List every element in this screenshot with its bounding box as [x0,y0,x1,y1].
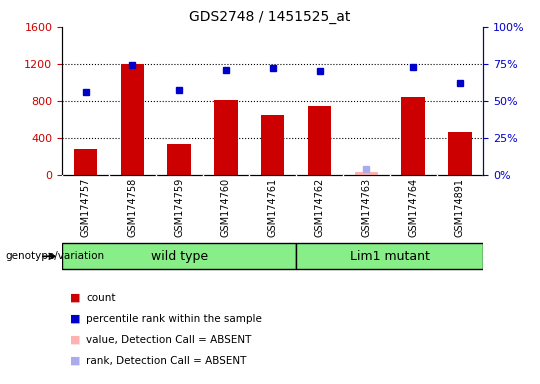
Bar [308,106,331,175]
Bar [355,172,378,175]
Text: ■: ■ [70,293,80,303]
Text: Lim1 mutant: Lim1 mutant [350,250,430,263]
Text: wild type: wild type [151,250,208,263]
Bar [448,132,471,175]
Text: GSM174763: GSM174763 [361,178,372,237]
Text: GSM174891: GSM174891 [455,178,465,237]
Text: GSM174762: GSM174762 [314,178,325,237]
Text: genotype/variation: genotype/variation [5,251,105,262]
Text: value, Detection Call = ABSENT: value, Detection Call = ABSENT [86,335,252,345]
Text: count: count [86,293,116,303]
Text: ■: ■ [70,335,80,345]
Text: GDS2748 / 1451525_at: GDS2748 / 1451525_at [190,10,350,23]
Text: ■: ■ [70,314,80,324]
Bar [401,97,425,175]
Bar [261,115,285,175]
Bar [167,144,191,175]
Bar [296,243,483,269]
Bar [120,64,144,175]
Bar [62,243,296,269]
Bar [74,149,97,175]
Bar [214,100,238,175]
Text: GSM174759: GSM174759 [174,178,184,237]
Text: GSM174760: GSM174760 [221,178,231,237]
Text: GSM174758: GSM174758 [127,178,137,237]
Text: rank, Detection Call = ABSENT: rank, Detection Call = ABSENT [86,356,247,366]
Text: GSM174764: GSM174764 [408,178,418,237]
Text: percentile rank within the sample: percentile rank within the sample [86,314,262,324]
Text: GSM174757: GSM174757 [80,178,91,237]
Text: GSM174761: GSM174761 [268,178,278,237]
Text: ■: ■ [70,356,80,366]
